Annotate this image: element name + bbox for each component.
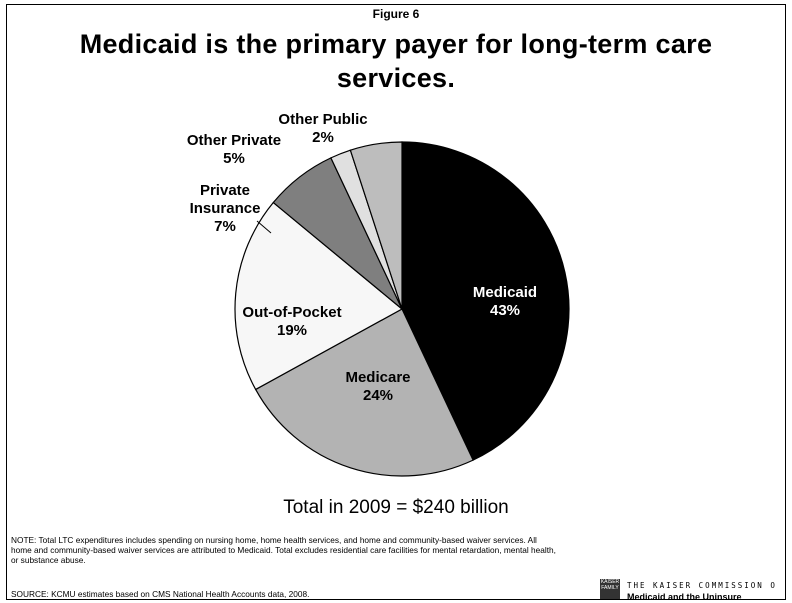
- figure-frame: Figure 6 Medicaid is the primary payer f…: [6, 4, 786, 600]
- pie-slice-other-public: [349, 141, 403, 310]
- slice-label-other-public: Other Public 2%: [278, 111, 367, 146]
- slice-label-other-private: Other Private 5%: [187, 132, 281, 167]
- org-name-line1: THE KAISER COMMISSION O: [627, 581, 777, 590]
- leader-line-private-insurance: [256, 220, 272, 234]
- slice-label-private-insurance: Private Insurance 7%: [190, 182, 261, 235]
- pie-slice-out-of-pocket: [234, 201, 404, 391]
- chart-title: Medicaid is the primary payer for long-t…: [79, 29, 713, 93]
- logo-box-text: KAISER FAMILY: [600, 579, 620, 591]
- total-text: Total in 2009 = $240 billion: [283, 497, 509, 518]
- pie-slice-medicare: [254, 308, 474, 477]
- slice-label-medicare: Medicare 24%: [345, 369, 410, 404]
- pie-chart: Medicaid 43% Medicare 24%Out-of-Pocket 19% Pr…: [187, 111, 570, 477]
- footnote: NOTE: Total LTC expenditures includes sp…: [11, 535, 556, 565]
- org-name-line2: Medicaid and the Uninsure: [627, 592, 742, 600]
- source-note: SOURCE: KCMU estimates based on CMS Nati…: [11, 589, 310, 599]
- figure-label: Figure 6: [372, 7, 420, 21]
- slice-label-medicaid: Medicaid 43%: [473, 284, 537, 319]
- pie-slice-medicaid: [401, 141, 570, 461]
- slice-label-out-of-pocket: Out-of-Pocket 19%: [242, 304, 341, 339]
- kaiser-logo-icon: KAISER FAMILY: [600, 579, 620, 599]
